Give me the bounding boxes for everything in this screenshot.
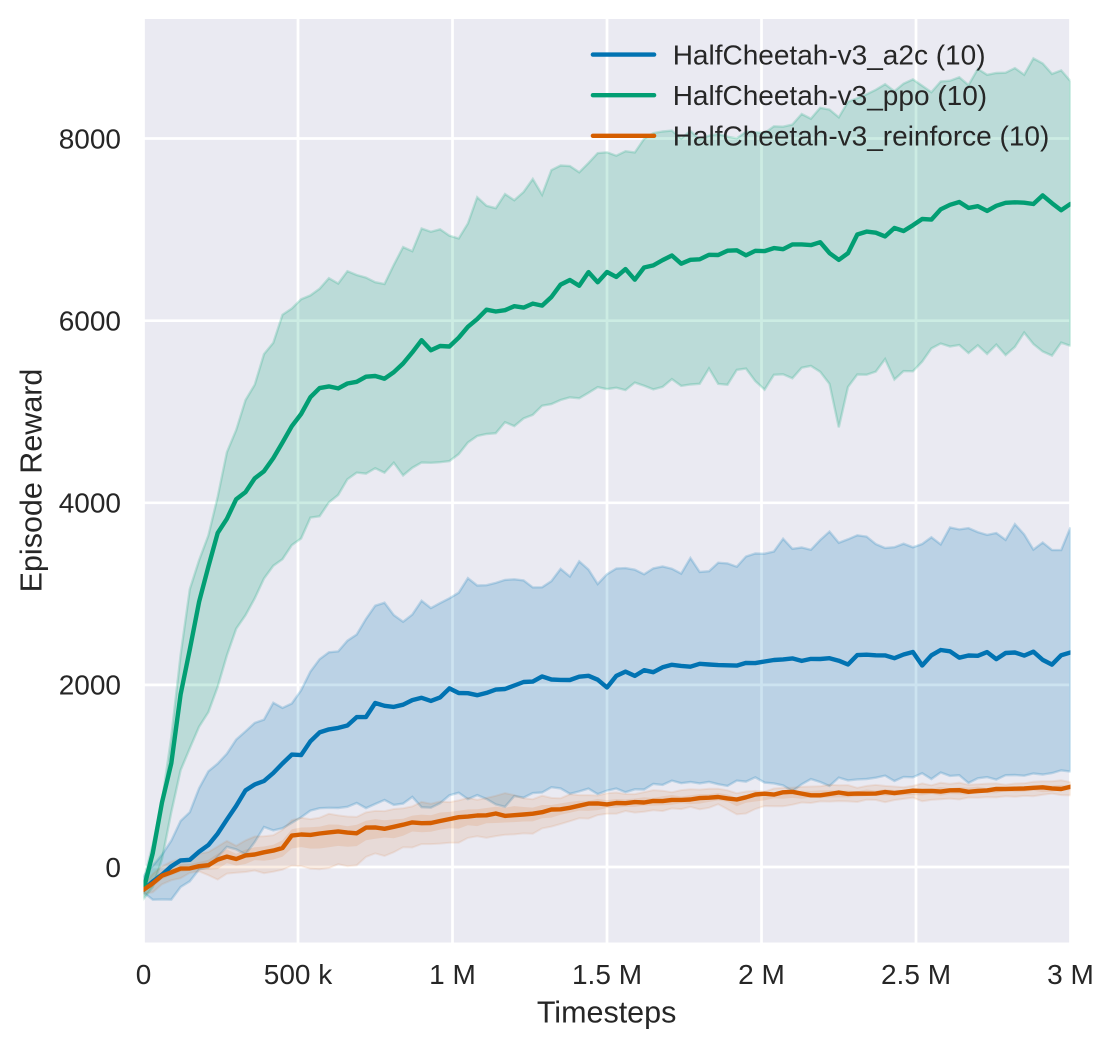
svg-text:HalfCheetah-v3_a2c (10): HalfCheetah-v3_a2c (10) (673, 40, 986, 71)
svg-text:HalfCheetah-v3_ppo (10): HalfCheetah-v3_ppo (10) (673, 80, 987, 111)
svg-text:0: 0 (105, 852, 121, 883)
svg-text:0: 0 (136, 959, 152, 990)
svg-text:2 M: 2 M (738, 959, 785, 990)
svg-text:500 k: 500 k (264, 959, 333, 990)
svg-text:2.5 M: 2.5 M (881, 959, 951, 990)
svg-text:Timesteps: Timesteps (537, 995, 677, 1029)
svg-text:Episode Reward: Episode Reward (15, 369, 49, 593)
svg-text:3 M: 3 M (1047, 959, 1094, 990)
svg-text:1 M: 1 M (429, 959, 476, 990)
svg-text:6000: 6000 (59, 306, 121, 337)
svg-text:HalfCheetah-v3_reinforce (10): HalfCheetah-v3_reinforce (10) (673, 121, 1050, 152)
svg-text:2000: 2000 (59, 670, 121, 701)
svg-text:1.5 M: 1.5 M (572, 959, 642, 990)
svg-text:8000: 8000 (59, 123, 121, 154)
svg-text:4000: 4000 (59, 488, 121, 519)
